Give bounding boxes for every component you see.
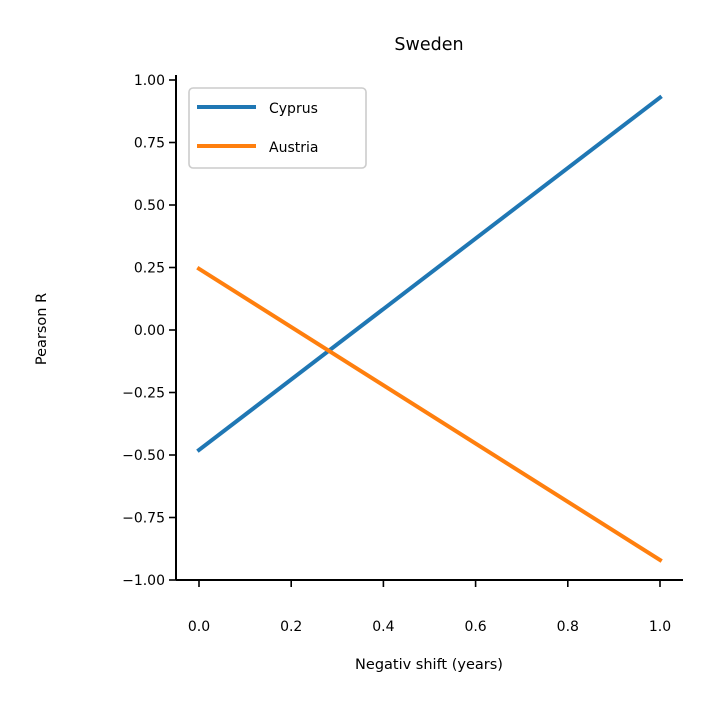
y-tick-label: −0.25 <box>122 386 165 402</box>
y-tick-label: 0.25 <box>134 261 165 277</box>
legend-box <box>188 87 367 169</box>
x-tick-label: 0.6 <box>464 619 486 635</box>
y-tick-label: −0.50 <box>122 448 165 464</box>
legend-label: Cyprus <box>269 101 318 117</box>
x-tick-label: 0.8 <box>557 619 579 635</box>
x-axis-title: Negativ shift (years) <box>355 657 503 673</box>
plot-area: 1.00 0.75 0.50 0.25 0.00 −0.25 −0.50 −0.75 −1.00… <box>122 73 683 635</box>
y-tick-label: −0.75 <box>122 511 165 527</box>
x-tick-label: 1.0 <box>649 619 671 635</box>
x-tick-label: 0.4 <box>372 619 394 635</box>
y-tick-label: 0.50 <box>134 198 165 214</box>
y-tick-label: −1.00 <box>122 573 165 589</box>
y-tick-label: 1.00 <box>134 73 165 89</box>
x-tick-label: 0.2 <box>280 619 302 635</box>
y-tick-label: 0.00 <box>134 323 165 339</box>
x-tick-label: 0.0 <box>188 619 210 635</box>
legend-label: Austria <box>269 140 318 156</box>
chart-title: Sweden <box>394 35 463 55</box>
series-line-austria <box>196 266 663 563</box>
series-line-cyprus <box>196 94 663 453</box>
y-axis-title: Pearson R <box>34 293 50 365</box>
y-tick-label: 0.75 <box>134 136 165 152</box>
